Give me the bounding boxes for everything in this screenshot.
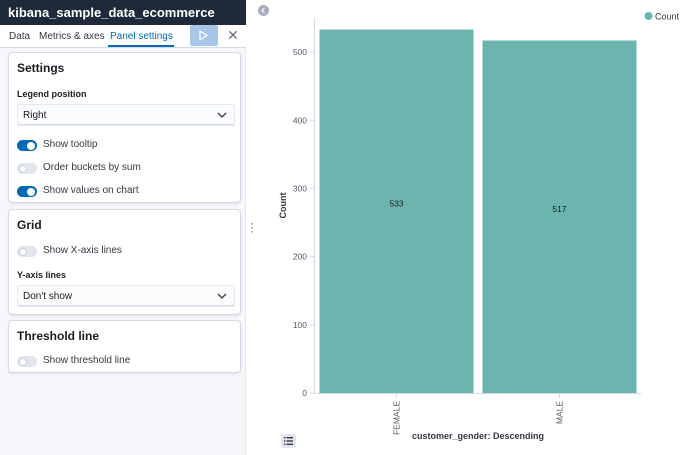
tab-panel-settings[interactable]: Panel settings (110, 31, 173, 42)
chart-area: 0 100 200 300 400 500 Count 533 FEMALE 517 MALE cus… (272, 0, 690, 455)
bar-male (482, 40, 637, 393)
show-values-switch[interactable] (17, 186, 37, 197)
active-tab-indicator (108, 45, 174, 47)
y-tick-label: 0 (302, 388, 307, 398)
y-tick-label: 500 (293, 47, 307, 57)
chevron-down-icon (217, 293, 227, 299)
show-x-lines-switch[interactable] (17, 246, 37, 257)
show-values-row[interactable]: Show values on chart (17, 185, 217, 199)
x-tick-label: FEMALE (392, 401, 402, 435)
y-tick-label: 400 (293, 115, 307, 125)
y-axis-lines-select[interactable]: Don't show (17, 285, 235, 307)
update-button[interactable] (190, 25, 218, 46)
legend-position-select[interactable]: Right (17, 104, 235, 126)
y-axis-title: Count (278, 193, 288, 219)
bar-value-label: 533 (389, 198, 403, 208)
legend-position-label: Legend position (17, 89, 87, 99)
collapse-sidebar-button[interactable] (258, 5, 269, 16)
legend-toggle-button[interactable] (281, 434, 296, 448)
legend-item-count: Count (655, 12, 680, 22)
grid-panel: Grid Show X-axis lines Y-axis lines Don'… (8, 209, 241, 315)
legend-swatch (644, 12, 653, 20)
bar-female (319, 29, 474, 393)
show-x-lines-row[interactable]: Show X-axis lines (17, 245, 217, 259)
order-buckets-label: Order buckets by sum (43, 162, 141, 173)
editor-sidebar: kibana_sample_data_ecommerce Data Metric… (0, 0, 246, 455)
index-pattern-title: kibana_sample_data_ecommerce (0, 0, 246, 25)
legend-position-value: Right (23, 110, 47, 121)
show-tooltip-switch[interactable] (17, 140, 37, 151)
resize-handle[interactable]: · · · (250, 218, 254, 238)
chevron-down-icon (217, 112, 227, 118)
chevron-left-icon (261, 7, 265, 14)
tab-metrics-axes[interactable]: Metrics & axes (39, 31, 105, 42)
x-tick-label: MALE (555, 401, 565, 424)
threshold-panel: Threshold line Show threshold line (8, 320, 241, 373)
show-threshold-label: Show threshold line (43, 355, 131, 366)
show-threshold-row[interactable]: Show threshold line (17, 355, 217, 369)
play-icon (199, 30, 208, 41)
show-tooltip-label: Show tooltip (43, 139, 98, 150)
tab-data[interactable]: Data (9, 31, 31, 42)
order-buckets-row[interactable]: Order buckets by sum (17, 162, 217, 176)
x-axis-title: customer_gender: Descending (412, 431, 544, 441)
show-threshold-switch[interactable] (17, 356, 37, 367)
y-tick-label: 100 (293, 320, 307, 330)
grid-panel-title: Grid (17, 218, 42, 232)
threshold-panel-title: Threshold line (17, 329, 100, 343)
show-x-lines-label: Show X-axis lines (43, 245, 122, 256)
y-axis-lines-label: Y-axis lines (17, 270, 67, 280)
settings-panel-title: Settings (17, 61, 65, 75)
close-icon[interactable]: ✕ (227, 27, 239, 43)
y-tick-label: 200 (293, 252, 307, 262)
list-icon (284, 437, 293, 445)
y-tick-label: 300 (293, 183, 307, 193)
show-values-label: Show values on chart (43, 185, 139, 196)
bar-chart: 0 100 200 300 400 500 Count 533 FEMALE 517 MALE cus… (278, 12, 680, 442)
editor-tabs: Data Metrics & axes Panel settings (0, 25, 246, 48)
order-buckets-switch[interactable] (17, 163, 37, 174)
y-axis-lines-value: Don't show (23, 291, 73, 302)
show-tooltip-row[interactable]: Show tooltip (17, 139, 217, 153)
settings-panel: Settings Legend position Right Show tool… (8, 52, 241, 203)
bar-value-label: 517 (552, 204, 566, 214)
